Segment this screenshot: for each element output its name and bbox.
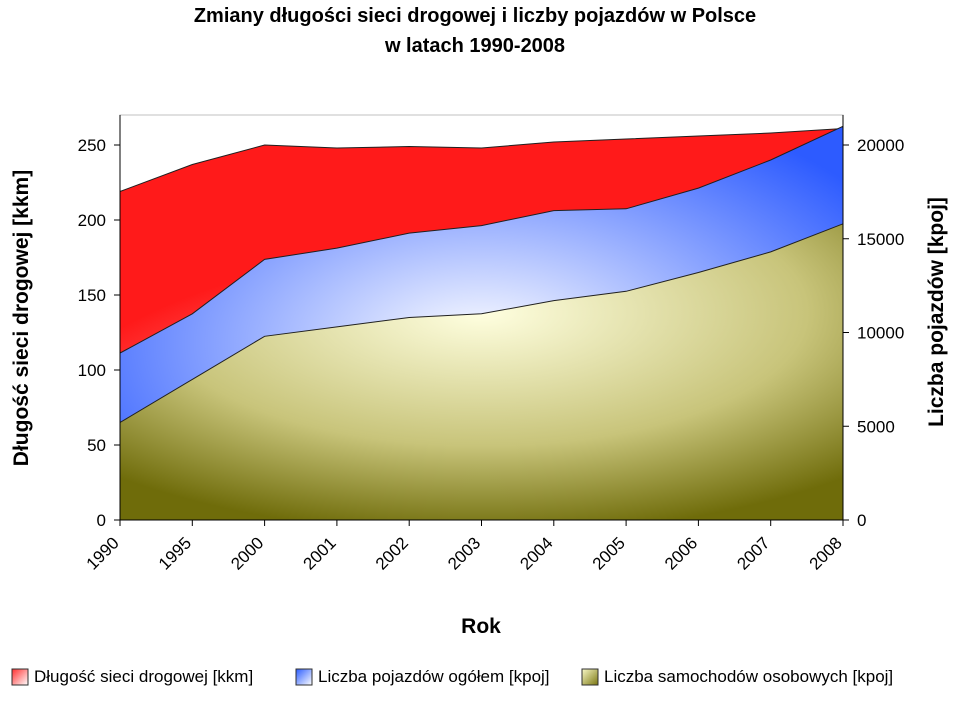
left-tick-label: 150 xyxy=(78,286,106,305)
x-tick-label: 2001 xyxy=(300,533,340,573)
x-tick-label: 1990 xyxy=(83,533,123,573)
area-passenger-cars xyxy=(119,223,844,521)
right-axis: 0 5000 10000 15000 20000 xyxy=(842,115,904,530)
x-tick-label: 2005 xyxy=(589,533,629,573)
right-tick-label: 5000 xyxy=(857,417,895,436)
right-tick-label: 10000 xyxy=(857,324,904,343)
y-axis-right-title: Liczba pojazdów [kpoj] xyxy=(925,197,948,427)
x-tick-label: 2000 xyxy=(227,533,267,573)
legend-swatch xyxy=(581,668,599,686)
x-axis: 1990 1995 2000 2001 2002 2003 2004 2005 2006 2007… xyxy=(83,519,846,574)
left-tick-label: 200 xyxy=(78,211,106,230)
legend-swatch xyxy=(11,668,29,686)
legend-label: Długość sieci drogowej [kkm] xyxy=(34,667,253,686)
left-axis: 0 50 100 150 200 250 xyxy=(78,115,121,530)
left-tick-label: 100 xyxy=(78,361,106,380)
right-tick-label: 15000 xyxy=(857,230,904,249)
legend-label: Liczba pojazdów ogółem [kpoj] xyxy=(318,667,550,686)
chart-subtitle: w latach 1990-2008 xyxy=(384,35,565,57)
chart-title: Zmiany długości sieci drogowej i liczby … xyxy=(194,5,756,27)
x-tick-label: 2002 xyxy=(372,533,412,573)
y-axis-left-title: Długość sieci drogowej [kkm] xyxy=(10,170,33,466)
left-tick-label: 50 xyxy=(87,436,106,455)
right-tick-label: 20000 xyxy=(857,136,904,155)
left-tick-label: 0 xyxy=(97,511,106,530)
left-tick-label: 250 xyxy=(78,136,106,155)
right-tick-label: 0 xyxy=(857,511,866,530)
x-tick-label: 2008 xyxy=(806,533,846,573)
legend: Długość sieci drogowej [kkm] Liczba pojaz… xyxy=(11,667,893,686)
x-tick-label: 2003 xyxy=(444,533,484,573)
x-axis-title: Rok xyxy=(461,615,501,638)
x-tick-label: 2007 xyxy=(733,533,773,573)
x-tick-label: 2006 xyxy=(661,533,701,573)
x-tick-label: 1995 xyxy=(155,533,195,573)
area-layer xyxy=(119,125,844,521)
legend-label: Liczba samochodów osobowych [kpoj] xyxy=(604,667,893,686)
legend-swatch xyxy=(295,668,313,686)
x-tick-label: 2004 xyxy=(516,533,556,573)
